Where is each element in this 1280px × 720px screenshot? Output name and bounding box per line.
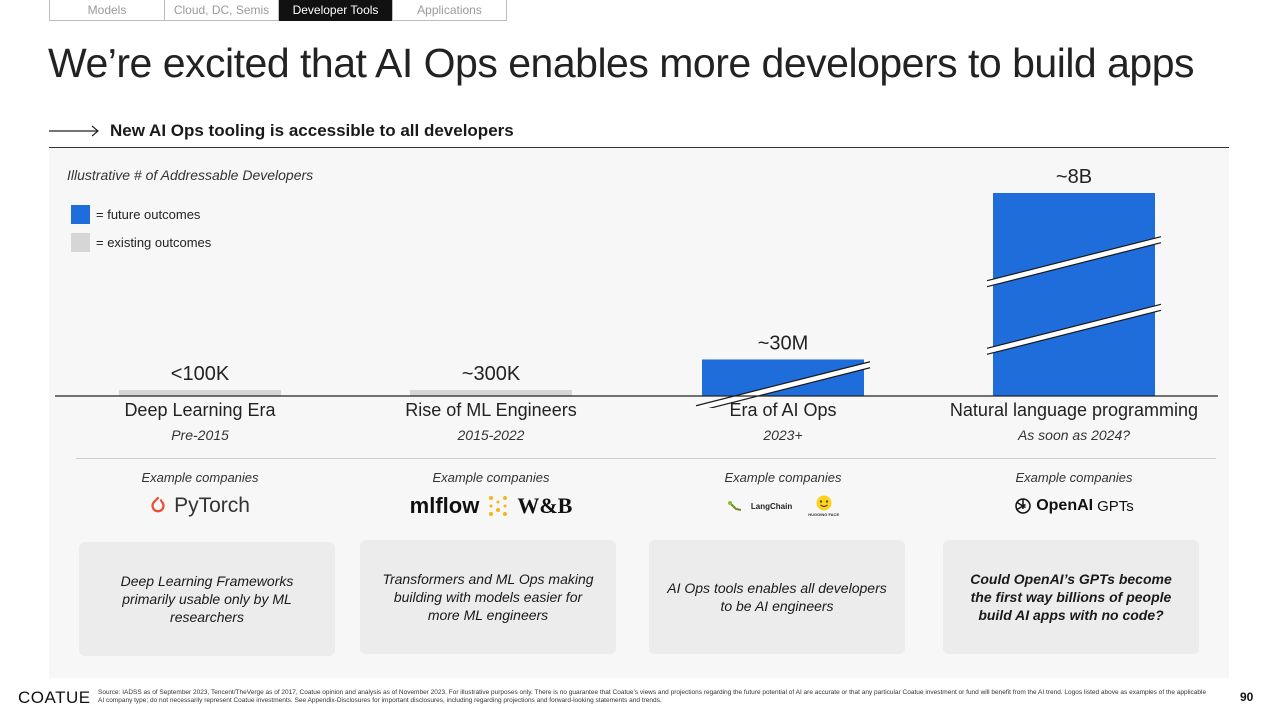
era-date: 2023+: [763, 427, 803, 443]
legend-item-future: = future outcomes: [71, 204, 211, 224]
logo-row: mlflow W&B: [351, 491, 631, 521]
axis-break-line: [986, 236, 1162, 282]
source-note: Source: IADSS as of September 2023, Tenc…: [98, 689, 1207, 704]
bar-1: [119, 390, 281, 396]
wandb-dots-icon: [489, 496, 508, 516]
examples-ml-engineers: Example companies mlflow W&B: [351, 470, 631, 521]
era-date: Pre-2015: [171, 427, 229, 443]
data-label-2: ~300K: [462, 363, 521, 385]
wandb-logo: W&B: [517, 493, 573, 518]
langchain-logo: LangChain: [750, 501, 793, 511]
legend-label-future: = future outcomes: [96, 206, 201, 222]
bar-2: [410, 390, 572, 396]
description-card: Transformers and ML Ops making building …: [360, 540, 616, 654]
page-number: 90: [1240, 690, 1254, 704]
coatue-logo: COATUE: [18, 688, 91, 707]
data-label-4: ~8B: [1056, 166, 1092, 188]
description-card: AI Ops tools enables all developers to b…: [649, 540, 905, 654]
tab-models[interactable]: Models: [87, 3, 127, 17]
panel-margin: [1229, 148, 1280, 678]
era-date: 2015-2022: [457, 427, 525, 443]
examples-label: Example companies: [432, 470, 550, 485]
developers-bar-chart: <100K ~300K ~30M ~8B: [55, 166, 1218, 408]
pytorch-logo: PyTorch: [174, 494, 250, 517]
data-label-1: <100K: [171, 363, 230, 385]
tab-cloud-dc-semis[interactable]: Cloud, DC, Semis: [164, 0, 278, 21]
examples-ai-ops: Example companies LangChain HUGGING FACE: [643, 470, 923, 521]
huggingface-emoji-icon: [816, 495, 832, 511]
era-deep-learning: Deep Learning Era Pre-2015: [60, 400, 340, 443]
logo-row: LangChain HUGGING FACE: [643, 491, 923, 521]
axis-break-line: [695, 361, 871, 407]
tab-applications[interactable]: Applications: [392, 0, 506, 21]
logo-row: OpenAI GPTs: [934, 491, 1214, 521]
era-name: Era of AI Ops: [729, 400, 837, 420]
examples-label: Example companies: [141, 470, 259, 485]
logo-row: PyTorch: [60, 491, 340, 521]
examples-deep-learning: Example companies PyTorch: [60, 470, 340, 521]
chart-legend: = future outcomes = existing outcomes: [71, 204, 211, 260]
era-natural-language: Natural language programming As soon as …: [934, 400, 1214, 443]
era-name: Rise of ML Engineers: [405, 400, 577, 420]
langchain-parrot-icon: [727, 501, 742, 511]
era-date: As soon as 2024?: [1017, 427, 1131, 443]
header-rule: [49, 147, 1229, 148]
axis-break-4-2: [987, 304, 1161, 355]
subheading: New AI Ops tooling is accessible to all …: [49, 118, 514, 144]
gpts-logo: GPTs: [1097, 497, 1134, 515]
huggingface-text: HUGGING FACE: [808, 512, 840, 517]
section-tabs: Models Cloud, DC, Semis Developer Tools …: [49, 0, 507, 21]
era-name: Natural language programming: [949, 400, 1199, 420]
chart-title: Illustrative # of Addressable Developers: [67, 167, 314, 183]
page-title: We’re excited that AI Ops enables more d…: [48, 40, 1195, 86]
examples-label: Example companies: [1015, 470, 1133, 485]
axis-break-line: [986, 303, 1162, 349]
legend-item-existing: = existing outcomes: [71, 232, 211, 252]
axis-break-4-1: [987, 236, 1161, 287]
axis-break-line: [986, 309, 1162, 355]
examples-label: Example companies: [724, 470, 842, 485]
legend-swatch-existing: [71, 232, 90, 252]
description-card: Could OpenAI’s GPTs become the first way…: [943, 540, 1199, 654]
era-ml-engineers: Rise of ML Engineers 2015-2022: [351, 400, 631, 443]
bar-3: [702, 359, 864, 396]
subheading-text: New AI Ops tooling is accessible to all …: [110, 121, 514, 140]
examples-natural-language: Example companies OpenAI GPTs: [934, 470, 1214, 521]
pytorch-flame-icon: [151, 497, 165, 513]
era-ai-ops: Era of AI Ops 2023+: [643, 400, 923, 443]
openai-logo: OpenAI: [1036, 497, 1094, 514]
arrow-right-icon: [49, 125, 99, 137]
section-divider: [76, 458, 1216, 459]
axis-break-line: [986, 242, 1162, 288]
legend-label-existing: = existing outcomes: [96, 234, 212, 250]
tab-developer-tools[interactable]: Developer Tools: [278, 0, 392, 21]
data-label-3: ~30M: [758, 332, 809, 354]
openai-knot-icon: [1015, 498, 1031, 514]
era-name: Deep Learning Era: [124, 400, 276, 420]
axis-break-line: [708, 367, 871, 408]
bar-4: [993, 193, 1155, 396]
huggingface-logo: HUGGING FACE: [808, 495, 839, 517]
description-card: Deep Learning Frameworks primarily usabl…: [79, 542, 335, 656]
mlflow-logo: mlflow: [409, 493, 480, 518]
legend-swatch-future: [71, 204, 90, 224]
